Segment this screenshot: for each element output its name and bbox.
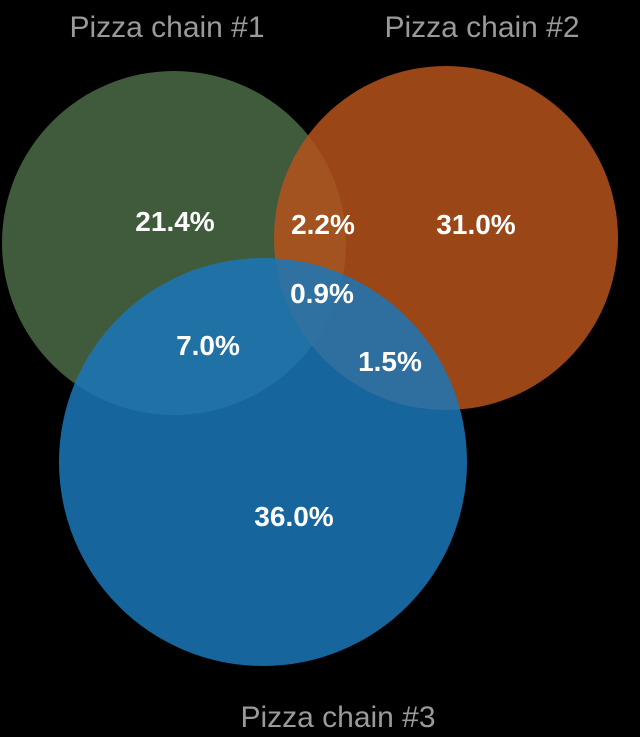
- region-label-1-and-3: 7.0%: [176, 330, 240, 361]
- region-label-only-3: 36.0%: [254, 501, 333, 532]
- region-label-2-and-3: 1.5%: [358, 346, 422, 377]
- set-label-pizza-chain-1: Pizza chain #1: [69, 11, 264, 44]
- region-label-only-1: 21.4%: [135, 206, 214, 237]
- set-label-pizza-chain-3: Pizza chain #3: [240, 701, 435, 734]
- circle-pizza-chain-3: [59, 258, 467, 666]
- set-label-pizza-chain-2: Pizza chain #2: [384, 11, 579, 44]
- region-label-all-three: 0.9%: [290, 278, 354, 309]
- region-label-1-and-2: 2.2%: [291, 209, 355, 240]
- region-label-only-2: 31.0%: [436, 209, 515, 240]
